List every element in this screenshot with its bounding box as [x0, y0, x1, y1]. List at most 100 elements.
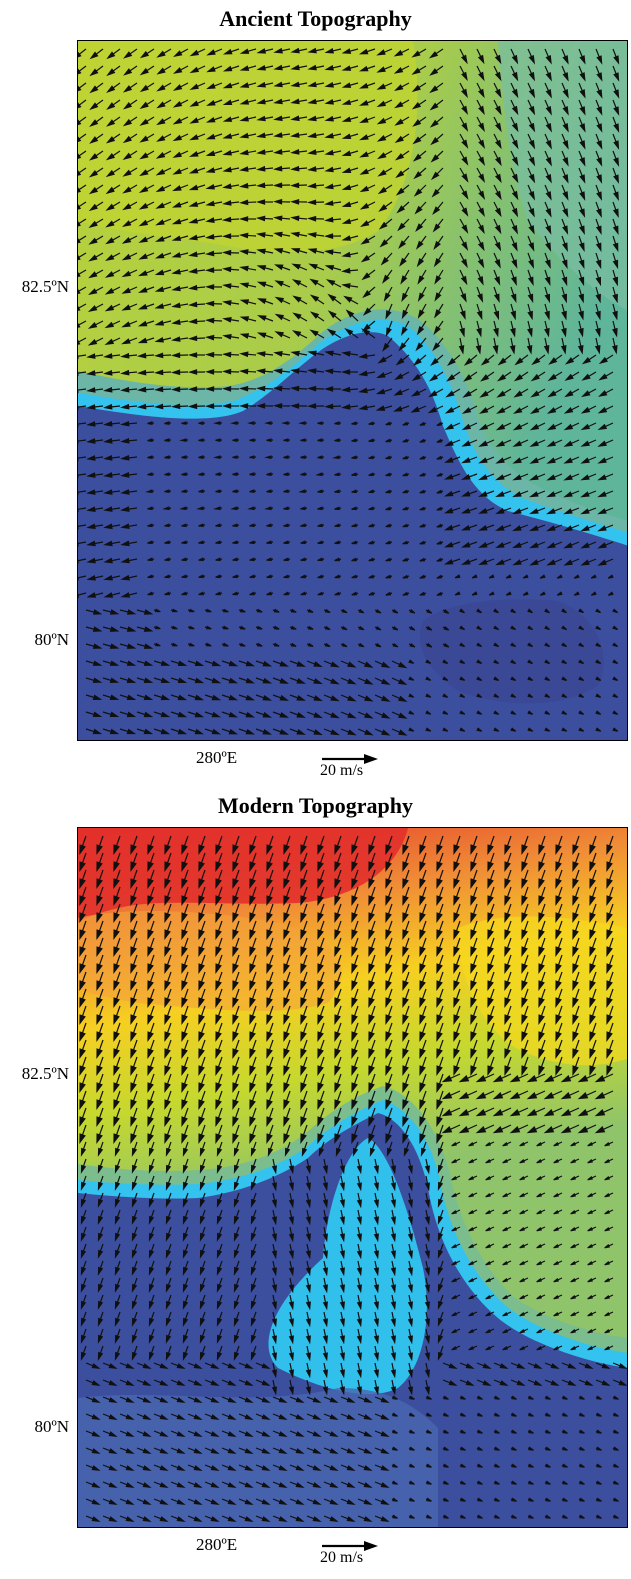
- wind-arrowhead: [402, 455, 409, 460]
- wind-arrowhead: [322, 1267, 328, 1277]
- wind-arrowhead: [468, 1311, 475, 1317]
- wind-arrowhead: [296, 678, 306, 684]
- wind-arrowhead: [477, 276, 484, 286]
- wind-arrowhead: [368, 861, 375, 872]
- wind-arrowhead: [205, 608, 212, 613]
- wind-arrowhead: [373, 1267, 379, 1277]
- wind-arrowhead: [215, 861, 222, 872]
- wind-arrowhead: [468, 1175, 475, 1181]
- wind-arrowhead: [244, 1431, 254, 1437]
- wind-arrowhead: [411, 50, 421, 58]
- wind-arrow: [78, 150, 87, 158]
- wind-arrowhead: [461, 541, 471, 548]
- wind-arrowhead: [171, 625, 178, 630]
- wind-arrowhead: [205, 100, 216, 106]
- wind-arrowhead: [419, 929, 426, 940]
- wind-arrowhead: [206, 66, 216, 73]
- wind-arrowhead: [176, 1431, 186, 1437]
- wind-arrowhead: [416, 326, 425, 336]
- wind-arrowhead: [528, 208, 535, 218]
- wind-arrowhead: [495, 525, 505, 531]
- wind-arrowhead: [131, 1317, 138, 1327]
- wind-arrowhead: [179, 506, 187, 511]
- wind-arrowhead: [322, 1165, 328, 1175]
- wind-arrowhead: [546, 559, 556, 566]
- wind-arrowhead: [414, 205, 423, 215]
- wind-arrowhead: [205, 642, 212, 647]
- wind-arrowhead: [103, 506, 113, 512]
- wind-arrowhead: [604, 1328, 611, 1334]
- wind-arrowhead: [478, 156, 486, 166]
- wind-arrowhead: [308, 263, 318, 270]
- wind-arrowhead: [283, 1048, 290, 1059]
- wind-arrowhead: [351, 1048, 358, 1059]
- wind-arrowhead: [521, 878, 528, 889]
- wind-arrowhead: [204, 334, 215, 341]
- wind-arrowhead: [578, 608, 584, 614]
- wind-arrowhead: [419, 1082, 426, 1093]
- wind-arrowhead: [79, 1133, 86, 1144]
- wind-arrowhead: [561, 293, 568, 304]
- wind-arrowhead: [402, 946, 409, 957]
- wind-arrowhead: [262, 711, 272, 718]
- wind-arrowhead: [156, 67, 166, 75]
- wind-arrowhead: [448, 1380, 458, 1386]
- wind-arrowhead: [364, 695, 374, 702]
- wind-arrowhead: [381, 661, 391, 669]
- wind-arrowhead: [470, 861, 477, 872]
- wind-arrowhead: [533, 1363, 543, 1369]
- wind-arrowhead: [613, 1395, 619, 1400]
- wind-arrowhead: [109, 643, 120, 649]
- wind-arrowhead: [256, 642, 263, 647]
- wind-arrowhead: [233, 1266, 240, 1276]
- wind-arrowhead: [358, 100, 369, 106]
- wind-arrowhead: [164, 929, 171, 940]
- wind-arrowhead: [317, 912, 324, 923]
- wind-arrowhead: [334, 844, 341, 855]
- wind-arrowhead: [139, 50, 150, 59]
- wind-arrowhead: [239, 65, 250, 71]
- wind-arrowhead: [493, 676, 500, 681]
- wind-arrowhead: [130, 929, 137, 940]
- wind-arrowhead: [536, 1141, 543, 1147]
- wind-arrowhead: [482, 1380, 492, 1386]
- wind-arrowhead: [317, 523, 323, 528]
- wind-arrowhead: [239, 99, 250, 105]
- wind-arrowhead: [215, 895, 222, 906]
- wind-arrowhead: [239, 149, 249, 156]
- wind-arrowhead: [283, 929, 290, 940]
- wind-arrowhead: [78, 153, 82, 159]
- wind-arrowhead: [324, 249, 334, 255]
- wind-arrowhead: [578, 310, 584, 321]
- wind-arrowhead: [347, 678, 357, 685]
- wind-arrowhead: [341, 116, 352, 122]
- wind-arrowhead: [424, 1301, 430, 1311]
- wind-arrowhead: [238, 403, 249, 409]
- wind-arrowhead: [589, 1065, 596, 1076]
- wind-arrowhead: [155, 219, 165, 226]
- wind-arrowhead: [459, 625, 466, 631]
- wind-arrowhead: [502, 1328, 509, 1334]
- wind-arrowhead: [193, 1448, 203, 1454]
- wind-arrowhead: [522, 574, 529, 579]
- filled-contour-map: [78, 41, 627, 740]
- wind-arrowhead: [570, 1277, 577, 1283]
- wind-arrowhead: [216, 1232, 223, 1242]
- wind-arrow: [78, 456, 87, 459]
- wind-arrowhead: [113, 963, 120, 974]
- wind-arrowhead: [546, 407, 557, 414]
- wind-arrowhead: [339, 1267, 345, 1277]
- wind-arrowhead: [147, 895, 154, 906]
- wind-arrowhead: [306, 403, 317, 409]
- wind-arrowhead: [300, 1099, 307, 1110]
- wind-arrowhead: [273, 248, 284, 254]
- wind-arrowhead: [322, 1216, 328, 1226]
- wind-arrowhead: [300, 946, 307, 957]
- wind-arrowhead: [153, 369, 164, 376]
- wind-arrowhead: [368, 438, 374, 443]
- wind-arrowhead: [290, 642, 297, 647]
- wind-arrowhead: [529, 508, 539, 515]
- wind-arrowhead: [419, 1048, 426, 1059]
- wind-arrowhead: [249, 997, 256, 1008]
- wind-arrowhead: [424, 1216, 430, 1226]
